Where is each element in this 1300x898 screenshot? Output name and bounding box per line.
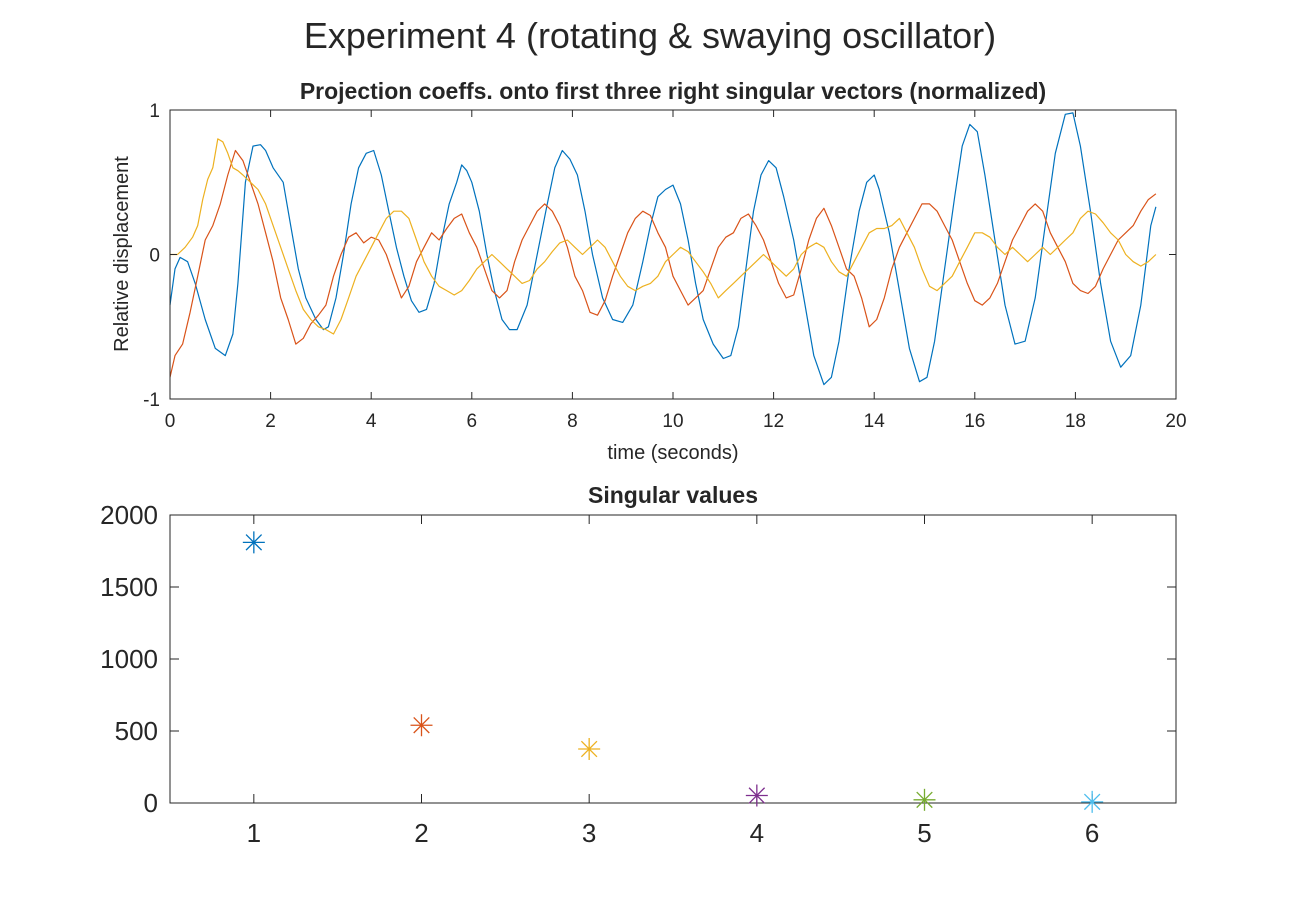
projection-x-tick-label: 0 xyxy=(165,411,176,432)
singular-y-tick-label: 2000 xyxy=(100,500,158,530)
singular-y-tick-label: 1000 xyxy=(100,644,158,674)
projection-chart-title: Projection coeffs. onto first three righ… xyxy=(300,78,1046,104)
projection-coeffs-axes: Projection coeffs. onto first three righ… xyxy=(111,78,1187,464)
singular-value-point-4 xyxy=(745,784,768,807)
singular-values-title: Singular values xyxy=(588,482,758,508)
singular-value-point-3 xyxy=(578,738,601,760)
projection-x-tick-label: 8 xyxy=(567,411,578,432)
projection-x-axis-label: time (seconds) xyxy=(607,442,738,464)
projection-x-tick-label: 14 xyxy=(864,411,886,432)
projection-x-tick-label: 6 xyxy=(467,411,478,432)
projection-series-line-1 xyxy=(169,112,1157,386)
projection-x-tick-label: 12 xyxy=(763,411,784,432)
projection-x-tick-label: 20 xyxy=(1165,411,1186,432)
singular-y-tick-label: 0 xyxy=(144,788,158,818)
projection-series-line-2 xyxy=(169,149,1157,378)
projection-x-tick-label: 2 xyxy=(265,411,276,432)
projection-ticks: 0 2 4 6 8 10 12 14 16 18 20-101 xyxy=(143,101,1186,432)
projection-x-tick-label: 10 xyxy=(662,411,683,432)
singular-values-axes: Singular values 1 2 3 4 5 6 0 500 1000 1500 2000 xyxy=(100,482,1177,848)
singular-value-point-6 xyxy=(1081,790,1104,813)
projection-series-line-3 xyxy=(170,138,1157,335)
figure-title: Experiment 4 (rotating & swaying oscilla… xyxy=(304,15,996,56)
singular-x-tick-label: 5 xyxy=(917,818,931,848)
projection-y-tick-label: -1 xyxy=(143,390,160,411)
singular-x-tick-label: 4 xyxy=(750,818,764,848)
singular-value-point-2 xyxy=(410,714,433,737)
singular-value-point-1 xyxy=(242,531,265,554)
singular-y-tick-label: 500 xyxy=(115,716,158,746)
projection-y-tick-label: 1 xyxy=(149,101,160,122)
projection-series-group xyxy=(169,112,1157,386)
singular-value-point-5 xyxy=(913,788,936,811)
projection-y-tick-label: 0 xyxy=(149,246,160,267)
singular-values-axes-box xyxy=(169,514,1177,804)
singular-values-ticks: 1 2 3 4 5 6 0 500 1000 1500 2000 xyxy=(100,500,1176,848)
projection-y-axis-label: Relative displacement xyxy=(111,156,133,352)
singular-x-tick-label: 3 xyxy=(582,818,596,848)
singular-x-tick-label: 6 xyxy=(1085,818,1099,848)
projection-x-tick-label: 16 xyxy=(964,411,985,432)
singular-x-tick-label: 2 xyxy=(414,818,428,848)
singular-y-tick-label: 1500 xyxy=(100,572,158,602)
projection-x-tick-label: 4 xyxy=(366,411,377,432)
projection-x-tick-label: 18 xyxy=(1065,411,1086,432)
singular-x-tick-label: 1 xyxy=(247,818,261,848)
singular-values-points xyxy=(242,531,1104,813)
